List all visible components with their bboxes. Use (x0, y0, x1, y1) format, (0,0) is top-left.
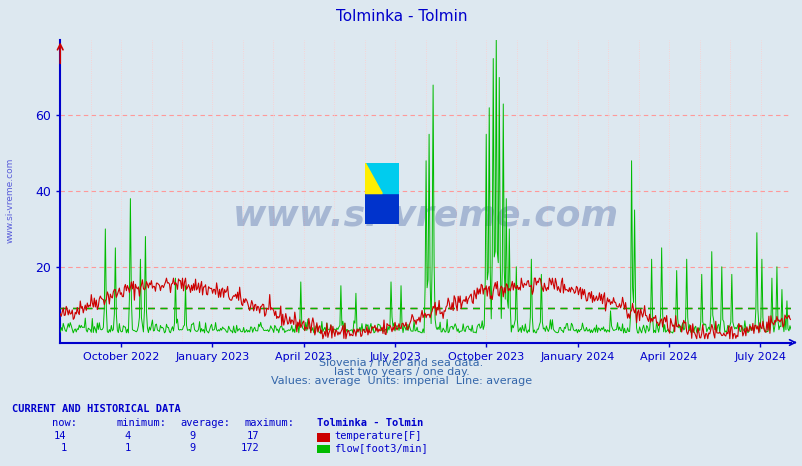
Polygon shape (365, 193, 399, 224)
Text: www.si-vreme.com: www.si-vreme.com (233, 199, 618, 232)
Text: average:: average: (180, 418, 230, 428)
Text: 9: 9 (188, 443, 195, 452)
Text: 4: 4 (124, 432, 131, 441)
Text: 17: 17 (246, 432, 259, 441)
Text: last two years / one day.: last two years / one day. (333, 367, 469, 377)
Polygon shape (365, 163, 399, 193)
Polygon shape (365, 163, 382, 193)
Text: 9: 9 (188, 432, 195, 441)
Text: 1: 1 (60, 443, 67, 452)
Text: maximum:: maximum: (245, 418, 294, 428)
Text: Slovenia / river and sea data.: Slovenia / river and sea data. (319, 358, 483, 368)
Text: CURRENT AND HISTORICAL DATA: CURRENT AND HISTORICAL DATA (12, 404, 180, 414)
Polygon shape (382, 163, 399, 193)
Text: 14: 14 (54, 432, 67, 441)
Text: 1: 1 (124, 443, 131, 452)
Bar (365, 163, 382, 193)
Text: flow[foot3/min]: flow[foot3/min] (334, 443, 427, 452)
Text: Tolminka - Tolmin: Tolminka - Tolmin (317, 418, 423, 428)
Text: temperature[F]: temperature[F] (334, 432, 421, 441)
Polygon shape (365, 163, 399, 193)
Text: 172: 172 (241, 443, 259, 452)
Text: minimum:: minimum: (116, 418, 166, 428)
Text: Tolminka - Tolmin: Tolminka - Tolmin (335, 9, 467, 24)
Text: Values: average  Units: imperial  Line: average: Values: average Units: imperial Line: av… (270, 377, 532, 386)
Text: www.si-vreme.com: www.si-vreme.com (6, 158, 15, 243)
Text: now:: now: (52, 418, 77, 428)
